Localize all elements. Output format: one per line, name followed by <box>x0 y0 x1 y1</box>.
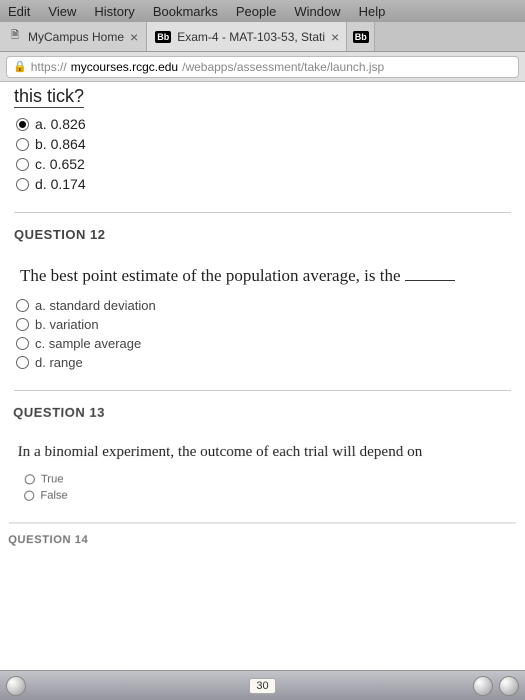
tab-label: Exam-4 - MAT-103-53, Stati <box>177 30 325 44</box>
radio-icon[interactable] <box>16 138 29 151</box>
menu-people[interactable]: People <box>236 4 276 19</box>
dock: 30 <box>0 670 525 700</box>
q13-header: QUESTION 13 <box>12 390 513 438</box>
blank-line <box>405 280 455 281</box>
radio-icon[interactable] <box>25 474 36 484</box>
dock-app-icon[interactable] <box>6 676 26 696</box>
tab-label: MyCampus Home <box>28 30 124 44</box>
option-c[interactable]: c. 0.652 <box>16 154 511 174</box>
menu-window[interactable]: Window <box>294 4 340 19</box>
option-d[interactable]: d. range <box>16 353 511 372</box>
menu-help[interactable]: Help <box>359 4 386 19</box>
option-d[interactable]: d. 0.174 <box>16 174 511 194</box>
blackboard-icon: Bb <box>353 31 369 43</box>
tab-exam[interactable]: Bb Exam-4 - MAT-103-53, Stati × <box>147 22 347 51</box>
q11-options: a. 0.826 b. 0.864 c. 0.652 d. 0.174 <box>16 114 511 194</box>
q14-header: QUESTION 14 <box>7 522 518 565</box>
menubar: Edit View History Bookmarks People Windo… <box>0 0 525 22</box>
url-field[interactable]: 🔒 https:// mycourses.rcgc.edu/webapps/ass… <box>6 56 519 78</box>
radio-icon[interactable] <box>16 318 29 331</box>
dock-right <box>473 676 519 696</box>
q13-options: True False <box>24 471 516 504</box>
radio-icon[interactable] <box>16 118 29 131</box>
tab-mycampus[interactable]: 🗎 MyCampus Home × <box>0 22 147 51</box>
dock-app-icon[interactable] <box>499 676 519 696</box>
option-b[interactable]: b. variation <box>16 315 511 334</box>
blackboard-icon: Bb <box>155 31 171 43</box>
menu-history[interactable]: History <box>94 4 134 19</box>
radio-icon[interactable] <box>16 299 29 312</box>
menu-bookmarks[interactable]: Bookmarks <box>153 4 218 19</box>
lower-skew-region: QUESTION 13 In a binomial experiment, th… <box>7 390 518 565</box>
option-true[interactable]: True <box>24 471 514 487</box>
lock-icon: 🔒 <box>13 60 27 73</box>
q12-options: a. standard deviation b. variation c. sa… <box>16 296 511 372</box>
radio-icon[interactable] <box>16 356 29 369</box>
url-protocol: https:// <box>31 60 67 74</box>
q12-text: The best point estimate of the populatio… <box>20 266 511 286</box>
close-icon[interactable]: × <box>130 29 138 45</box>
option-a[interactable]: a. 0.826 <box>16 114 511 134</box>
page-icon: 🗎 <box>8 30 22 44</box>
dock-date-badge[interactable]: 30 <box>249 678 275 694</box>
q12-header: QUESTION 12 <box>14 212 511 260</box>
option-b[interactable]: b. 0.864 <box>16 134 511 154</box>
option-false[interactable]: False <box>24 488 516 504</box>
question-text-tail: this tick? <box>14 86 84 108</box>
radio-icon[interactable] <box>24 491 35 501</box>
option-a[interactable]: a. standard deviation <box>16 296 511 315</box>
dock-app-icon[interactable] <box>473 676 493 696</box>
radio-icon[interactable] <box>16 158 29 171</box>
tab-overflow[interactable]: Bb <box>347 22 375 51</box>
menu-edit[interactable]: Edit <box>8 4 30 19</box>
option-c[interactable]: c. sample average <box>16 334 511 353</box>
menu-view[interactable]: View <box>48 4 76 19</box>
dock-left <box>6 676 26 696</box>
q11-fragment: this tick? a. 0.826 b. 0.864 c. 0.652 d.… <box>14 86 511 194</box>
radio-icon[interactable] <box>16 178 29 191</box>
url-host: mycourses.rcgc.edu <box>71 60 178 74</box>
radio-icon[interactable] <box>16 337 29 350</box>
address-bar: 🔒 https:// mycourses.rcgc.edu/webapps/ass… <box>0 52 525 82</box>
page-content: this tick? a. 0.826 b. 0.864 c. 0.652 d.… <box>0 82 525 670</box>
close-icon[interactable]: × <box>331 29 339 45</box>
tab-bar: 🗎 MyCampus Home × Bb Exam-4 - MAT-103-53… <box>0 22 525 52</box>
q13-text: In a binomial experiment, the outcome of… <box>17 444 513 461</box>
url-path: /webapps/assessment/take/launch.jsp <box>182 60 384 74</box>
